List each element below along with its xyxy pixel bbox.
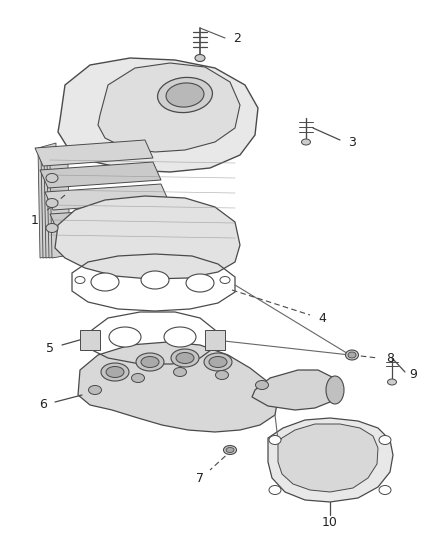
Ellipse shape [195,54,205,61]
Ellipse shape [136,353,164,371]
Ellipse shape [223,446,237,455]
Ellipse shape [101,363,129,381]
Polygon shape [268,418,393,502]
Polygon shape [55,196,240,279]
Ellipse shape [379,435,391,445]
Ellipse shape [326,376,344,404]
Ellipse shape [301,139,311,145]
Text: 3: 3 [348,135,356,149]
Polygon shape [44,151,64,258]
Polygon shape [78,342,278,432]
Ellipse shape [226,448,234,453]
Ellipse shape [269,435,281,445]
Ellipse shape [171,349,199,367]
Polygon shape [35,140,153,166]
Ellipse shape [109,327,141,347]
Ellipse shape [91,273,119,291]
Text: 7: 7 [196,472,204,484]
Text: 4: 4 [318,311,326,325]
Ellipse shape [269,486,281,495]
Polygon shape [50,206,177,232]
Ellipse shape [220,277,230,284]
Polygon shape [38,143,58,258]
Text: 8: 8 [386,351,394,365]
Ellipse shape [204,353,232,371]
Ellipse shape [158,77,212,112]
Ellipse shape [346,350,358,360]
Ellipse shape [88,385,102,394]
Text: 5: 5 [46,342,54,354]
Polygon shape [58,58,258,172]
Polygon shape [205,330,225,350]
Ellipse shape [173,367,187,376]
Ellipse shape [255,381,268,390]
Ellipse shape [166,83,204,107]
Text: 6: 6 [39,399,47,411]
Ellipse shape [164,327,196,347]
Polygon shape [278,424,378,492]
Ellipse shape [186,274,214,292]
Polygon shape [40,162,161,188]
Polygon shape [47,155,67,258]
Polygon shape [41,147,61,258]
Ellipse shape [348,352,356,358]
Ellipse shape [46,198,58,207]
Ellipse shape [106,367,124,377]
Ellipse shape [379,486,391,495]
Ellipse shape [388,379,396,385]
Ellipse shape [131,374,145,383]
Ellipse shape [209,357,227,367]
Ellipse shape [141,271,169,289]
Text: 1: 1 [31,214,39,227]
Polygon shape [50,159,70,258]
Ellipse shape [141,357,159,367]
Polygon shape [45,184,169,210]
Polygon shape [98,63,240,152]
Text: 9: 9 [409,368,417,382]
Text: 10: 10 [322,515,338,529]
Ellipse shape [176,352,194,364]
Ellipse shape [46,223,58,232]
Ellipse shape [46,174,58,182]
Polygon shape [252,370,335,410]
Ellipse shape [215,370,229,379]
Polygon shape [80,330,100,350]
Text: 2: 2 [233,31,241,44]
Ellipse shape [75,277,85,284]
